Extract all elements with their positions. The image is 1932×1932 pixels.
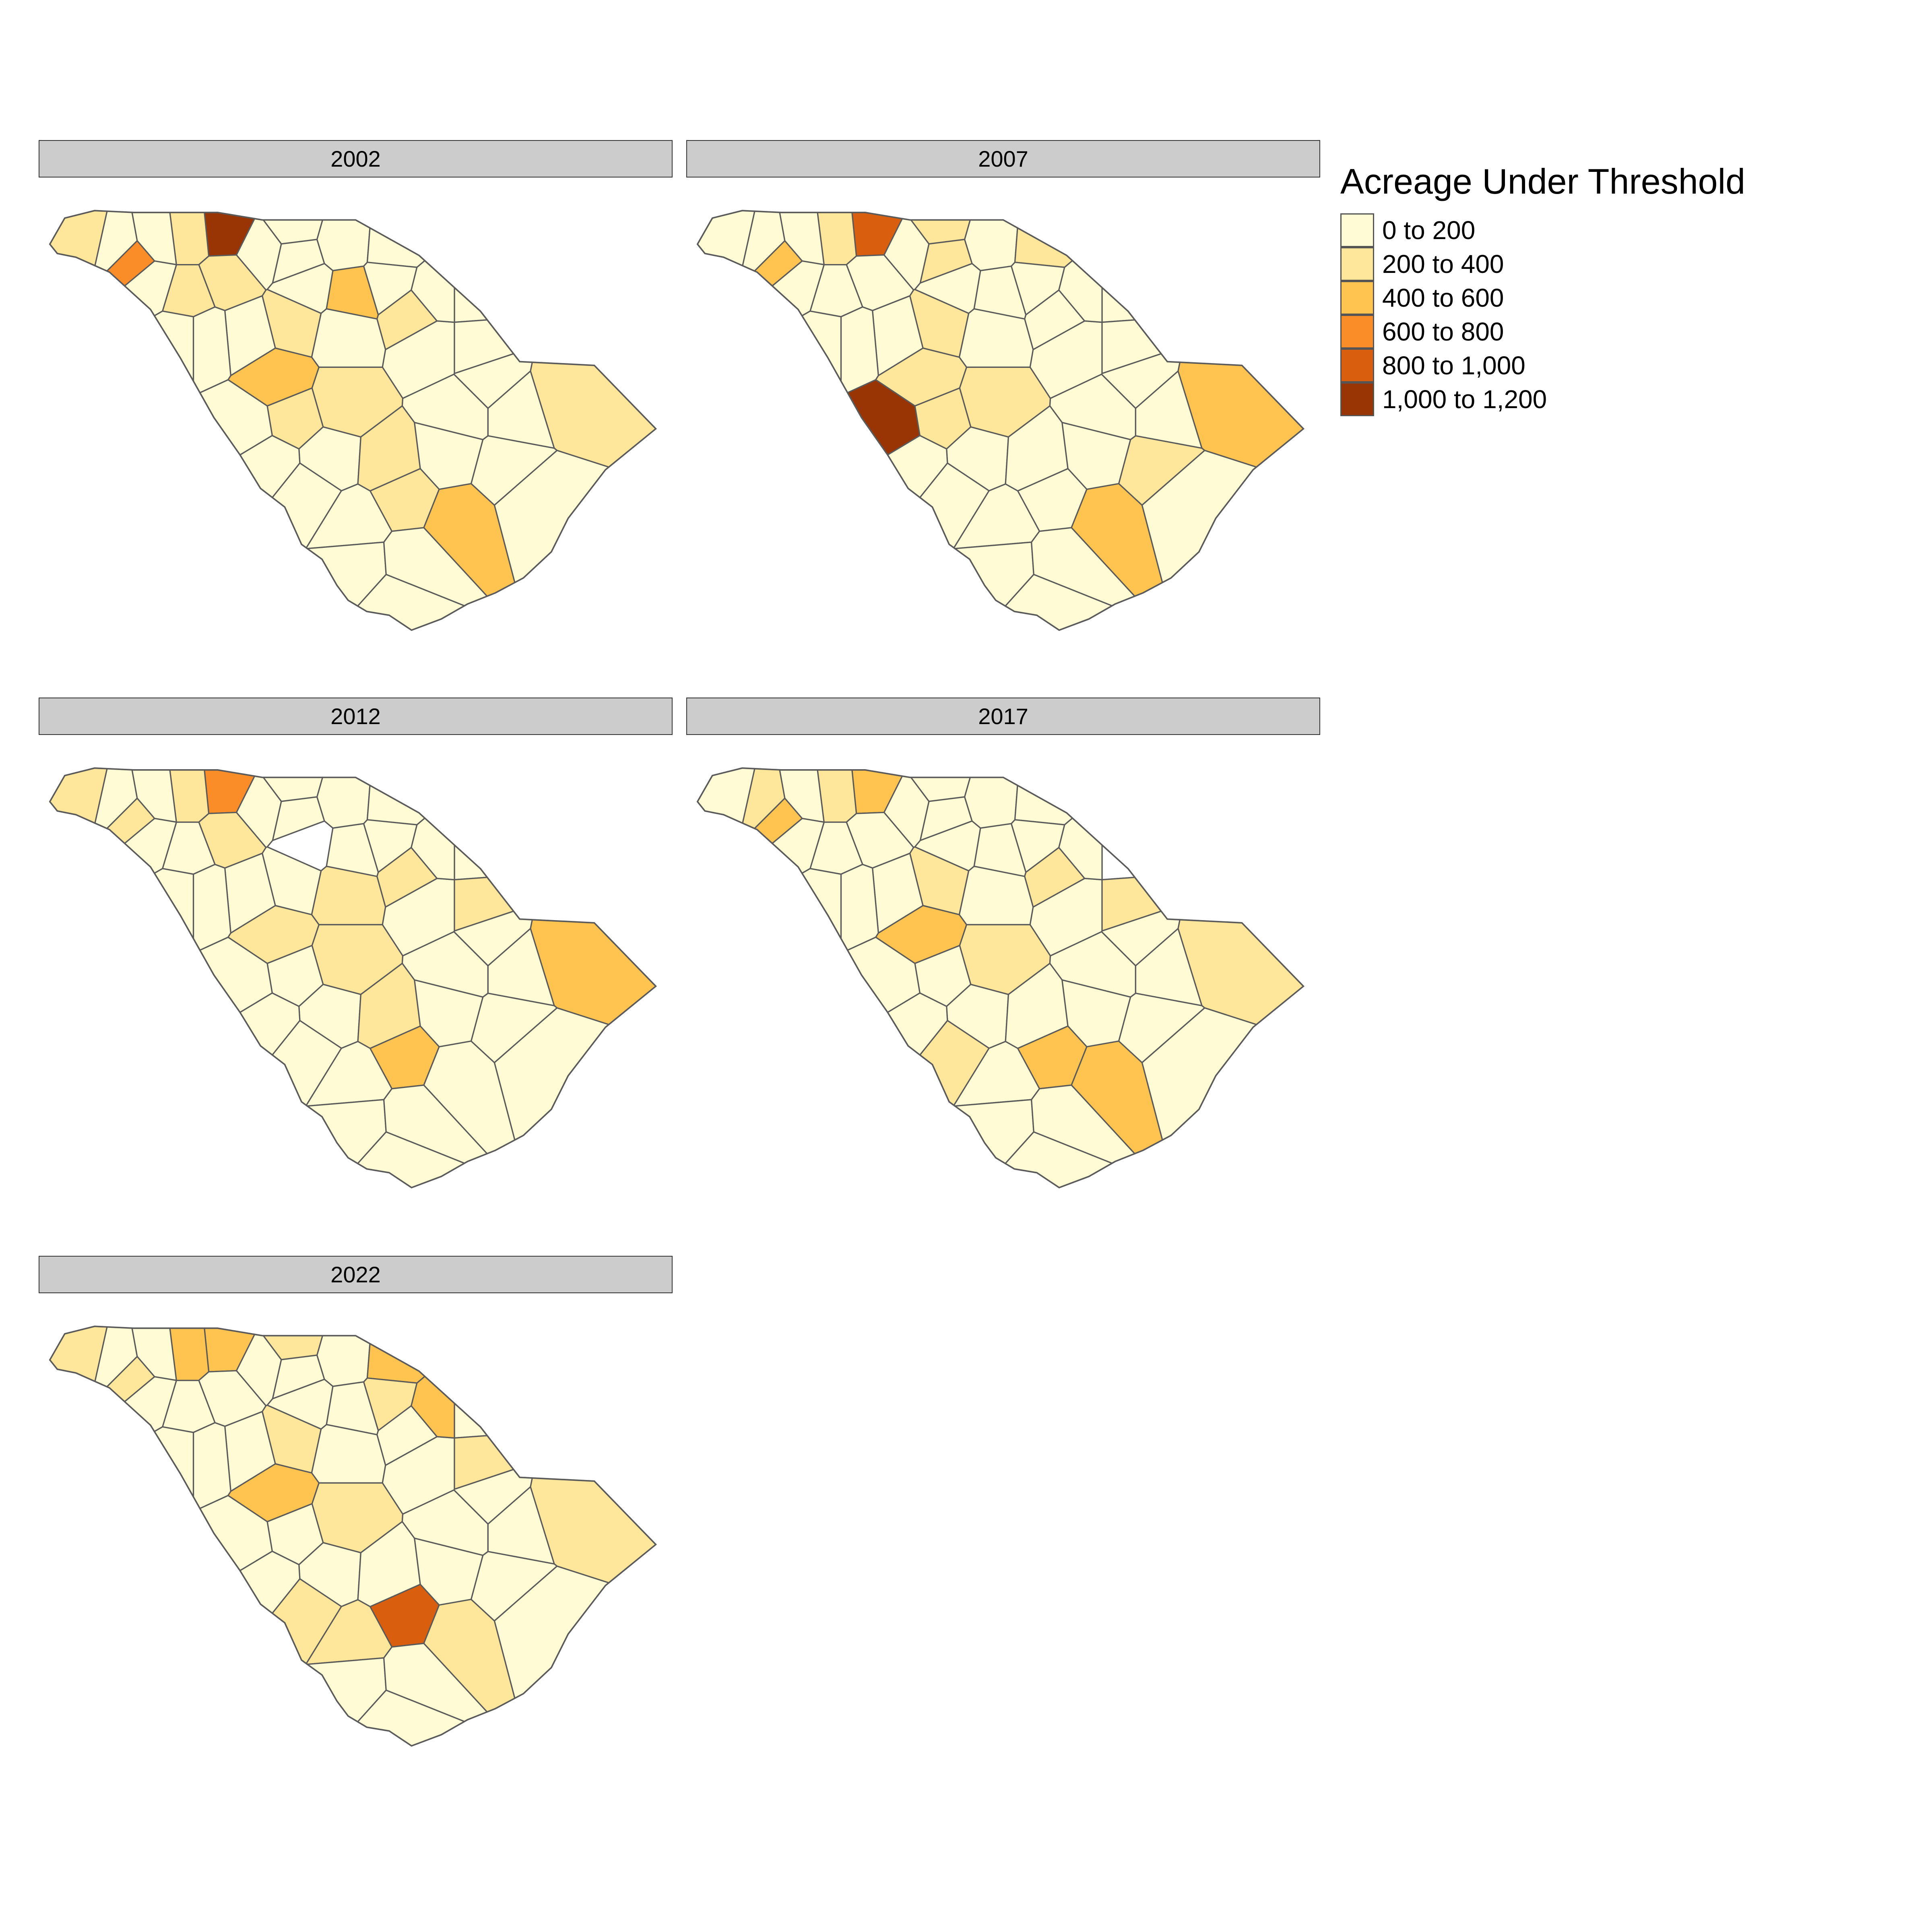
legend-title: Acreage Under Threshold: [1340, 161, 1746, 201]
legend-item: 200 to 400: [1340, 247, 1823, 281]
legend-swatch: [1340, 247, 1374, 281]
legend-item: 800 to 1,000: [1340, 349, 1823, 382]
facet-year-label: 2002: [330, 146, 381, 171]
state-outline: [696, 210, 1305, 631]
county-choropleth: [696, 767, 1305, 1189]
county-choropleth: [49, 1325, 657, 1747]
legend-label: 1,000 to 1,200: [1382, 385, 1547, 414]
county-c11: [964, 768, 1020, 829]
county-c40: [50, 817, 177, 940]
county-c36: [820, 541, 1034, 630]
county-c48: [50, 992, 301, 1188]
county-c6: [89, 768, 138, 846]
facet-panel-2002: 2002: [39, 140, 673, 673]
county-c5: [50, 1326, 110, 1495]
facet-strip-2002: 2002: [39, 140, 673, 178]
facet-strip-2022: 2022: [39, 1256, 673, 1293]
facet-panel-2022: 2022: [39, 1256, 673, 1788]
state-outline: [49, 767, 657, 1189]
county-choropleth: [49, 767, 657, 1189]
county-c6: [737, 211, 786, 289]
county-c36: [820, 1099, 1034, 1188]
facet-year-label: 2022: [330, 1262, 381, 1287]
county-c36: [173, 541, 387, 630]
legend-item: 600 to 800: [1340, 315, 1823, 349]
state-map-2002: [39, 178, 673, 673]
county-c48: [697, 435, 948, 630]
county-c11: [316, 768, 373, 829]
county-c6: [737, 768, 786, 846]
county-choropleth: [49, 210, 657, 631]
state-outline: [49, 210, 657, 631]
county-c5: [50, 211, 110, 379]
county-c45: [1061, 422, 1131, 490]
map-legend: Acreage Under Threshold 0 to 200 200 to …: [1340, 161, 1823, 416]
state-map-2007: [686, 178, 1320, 673]
facet-year-label: 2007: [978, 146, 1028, 171]
county-c45: [414, 1538, 484, 1606]
state-map-2012: [39, 735, 673, 1230]
legend-swatch: [1340, 349, 1374, 382]
county-c48: [50, 1550, 301, 1746]
county-c45: [414, 422, 484, 490]
county-c36: [173, 1657, 387, 1746]
legend-swatch: [1340, 315, 1374, 349]
facet-strip-2007: 2007: [686, 140, 1320, 178]
state-map-2017: [686, 735, 1320, 1230]
legend-item: 0 to 200: [1340, 213, 1823, 247]
facet-strip-2012: 2012: [39, 698, 673, 735]
county-c11: [316, 211, 373, 271]
county-c40: [50, 260, 177, 383]
legend-label: 400 to 600: [1382, 283, 1504, 312]
facet-strip-2017: 2017: [686, 698, 1320, 735]
state-map-2022: [39, 1293, 673, 1788]
county-c5: [697, 768, 758, 937]
state-outline: [696, 767, 1305, 1189]
state-outline: [49, 1325, 657, 1747]
county-choropleth: [696, 210, 1305, 631]
county-c5: [50, 768, 110, 937]
county-c45: [414, 979, 484, 1048]
county-c11: [964, 211, 1020, 271]
county-c20: [1101, 211, 1304, 323]
legend-swatch: [1340, 382, 1374, 416]
county-c20: [454, 211, 656, 323]
county-c48: [50, 435, 301, 630]
county-c20: [454, 1326, 656, 1439]
county-c6: [89, 211, 138, 289]
county-c40: [50, 1376, 177, 1499]
county-c45: [1061, 979, 1131, 1048]
county-c30: [697, 379, 921, 576]
county-c40: [697, 260, 825, 383]
facet-panel-2017: 2017: [686, 698, 1320, 1230]
legend-item: 1,000 to 1,200: [1340, 382, 1823, 416]
county-c30: [50, 936, 273, 1134]
facet-panel-2007: 2007: [686, 140, 1320, 673]
county-c30: [50, 1494, 273, 1692]
county-c40: [697, 817, 825, 940]
county-c30: [50, 379, 273, 576]
legend-label: 200 to 400: [1382, 250, 1504, 279]
facet-panel-2012: 2012: [39, 698, 673, 1230]
county-c48: [697, 992, 948, 1188]
legend-swatch: [1340, 213, 1374, 247]
county-c30: [697, 936, 921, 1134]
facet-year-label: 2017: [978, 704, 1028, 729]
legend-item: 400 to 600: [1340, 281, 1823, 315]
legend-label: 600 to 800: [1382, 317, 1504, 346]
facet-year-label: 2012: [330, 704, 381, 729]
legend-label: 0 to 200: [1382, 216, 1476, 245]
county-c36: [173, 1099, 387, 1188]
county-c20: [454, 768, 656, 881]
legend-label: 800 to 1,000: [1382, 351, 1525, 380]
county-c6: [89, 1326, 138, 1404]
legend-swatch: [1340, 281, 1374, 315]
county-c11: [316, 1326, 373, 1387]
county-c20: [1101, 768, 1304, 881]
county-c5: [697, 211, 758, 379]
